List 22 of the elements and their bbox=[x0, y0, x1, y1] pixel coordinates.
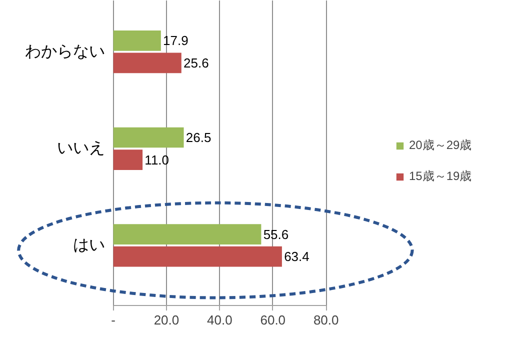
y-tick-label: いいえ bbox=[56, 140, 105, 158]
text: 63.4 bbox=[284, 249, 310, 264]
text: 17.9 bbox=[163, 33, 188, 48]
x-tick-label: 80.0 bbox=[313, 312, 339, 328]
bar bbox=[113, 246, 282, 267]
text: 11.0 bbox=[144, 152, 170, 168]
x-tick-label: 20.0 bbox=[154, 312, 180, 328]
bar bbox=[113, 52, 182, 74]
text: 25.6 bbox=[184, 55, 209, 70]
bar bbox=[113, 30, 161, 51]
bar bbox=[113, 224, 262, 244]
x-tick-label: - bbox=[111, 312, 116, 328]
y-tick-label: わからない bbox=[24, 43, 105, 60]
x-tick-label: 40.0 bbox=[207, 312, 232, 328]
x-tick-label: 60.0 bbox=[260, 312, 286, 328]
text: 26.5 bbox=[186, 130, 212, 146]
bar bbox=[113, 150, 143, 170]
legend-label: 20歳～29歳 bbox=[409, 137, 472, 154]
y-tick-label: はい bbox=[72, 236, 105, 254]
text: 55.6 bbox=[263, 226, 289, 242]
bar bbox=[113, 127, 184, 148]
legend-label: 15歳～19歳 bbox=[409, 168, 472, 185]
